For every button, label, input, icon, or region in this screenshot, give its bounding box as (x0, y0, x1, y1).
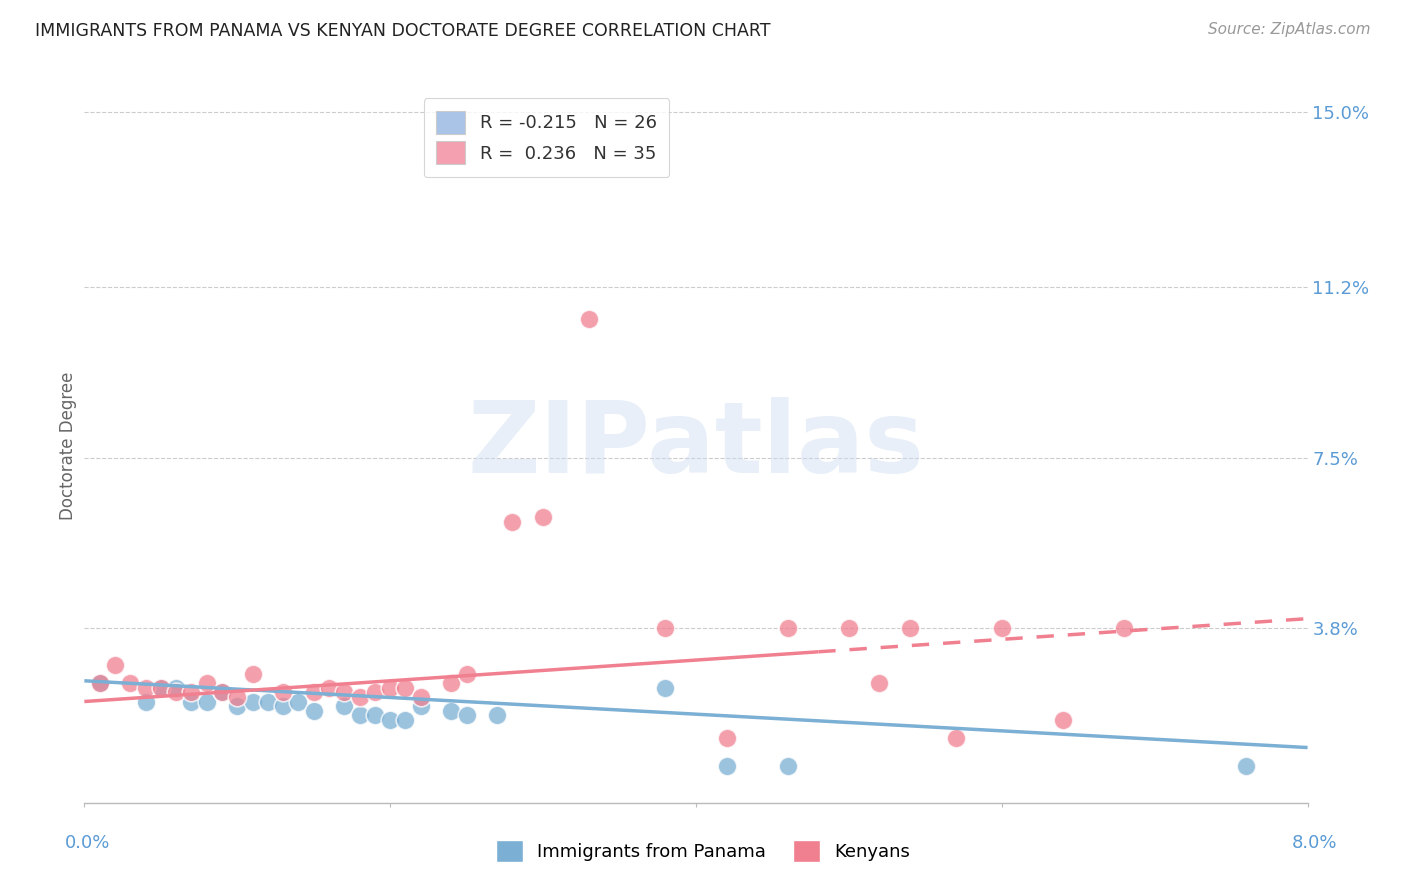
Point (578, 312, 600, 326)
Point (180, 685, 202, 699)
Point (776, 759, 799, 773)
Text: Source: ZipAtlas.com: Source: ZipAtlas.com (1208, 22, 1371, 37)
Point (242, 666, 264, 681)
Point (349, 690, 371, 704)
Point (120, 676, 142, 690)
Point (89, 676, 111, 690)
Point (456, 666, 478, 681)
Point (456, 708, 478, 723)
Point (394, 713, 416, 727)
Y-axis label: Doctorate Degree: Doctorate Degree (59, 372, 77, 520)
Point (271, 685, 294, 699)
Point (1236, 759, 1258, 773)
Point (486, 708, 509, 723)
Point (180, 694, 202, 708)
Legend: R = -0.215   N = 26, R =  0.236   N = 35: R = -0.215 N = 26, R = 0.236 N = 35 (423, 98, 669, 178)
Point (716, 731, 738, 746)
Point (302, 704, 325, 718)
Point (135, 681, 157, 695)
Point (380, 681, 402, 695)
Point (364, 708, 387, 723)
Point (257, 694, 280, 708)
Point (838, 621, 860, 635)
Point (440, 676, 463, 690)
Point (211, 685, 233, 699)
Text: 0.0%: 0.0% (65, 834, 110, 852)
Point (104, 657, 127, 672)
Point (135, 694, 157, 708)
Point (409, 690, 432, 704)
Point (364, 685, 387, 699)
Point (271, 699, 294, 714)
Point (394, 681, 416, 695)
Point (776, 621, 799, 635)
Point (165, 685, 187, 699)
Point (195, 694, 218, 708)
Text: IMMIGRANTS FROM PANAMA VS KENYAN DOCTORATE DEGREE CORRELATION CHART: IMMIGRANTS FROM PANAMA VS KENYAN DOCTORA… (35, 22, 770, 40)
Point (349, 708, 371, 723)
Point (149, 681, 172, 695)
Text: ZIPatlas: ZIPatlas (468, 398, 924, 494)
Point (716, 759, 738, 773)
Point (945, 731, 967, 746)
Point (898, 621, 921, 635)
Text: 8.0%: 8.0% (1292, 834, 1337, 852)
Point (869, 676, 891, 690)
Point (654, 621, 676, 635)
Point (380, 713, 402, 727)
Point (1114, 621, 1136, 635)
Point (409, 699, 432, 714)
Point (1052, 713, 1074, 727)
Point (318, 681, 340, 695)
Point (531, 510, 554, 524)
Point (654, 681, 676, 695)
Legend: Immigrants from Panama, Kenyans: Immigrants from Panama, Kenyans (488, 833, 918, 870)
Point (195, 676, 218, 690)
Point (165, 681, 187, 695)
Point (440, 704, 463, 718)
Point (226, 690, 249, 704)
Point (89, 676, 111, 690)
Point (302, 685, 325, 699)
Point (242, 694, 264, 708)
Point (333, 699, 356, 714)
Point (287, 694, 309, 708)
Point (502, 515, 524, 529)
Point (211, 685, 233, 699)
Point (991, 621, 1014, 635)
Point (226, 699, 249, 714)
Point (333, 685, 356, 699)
Point (149, 681, 172, 695)
